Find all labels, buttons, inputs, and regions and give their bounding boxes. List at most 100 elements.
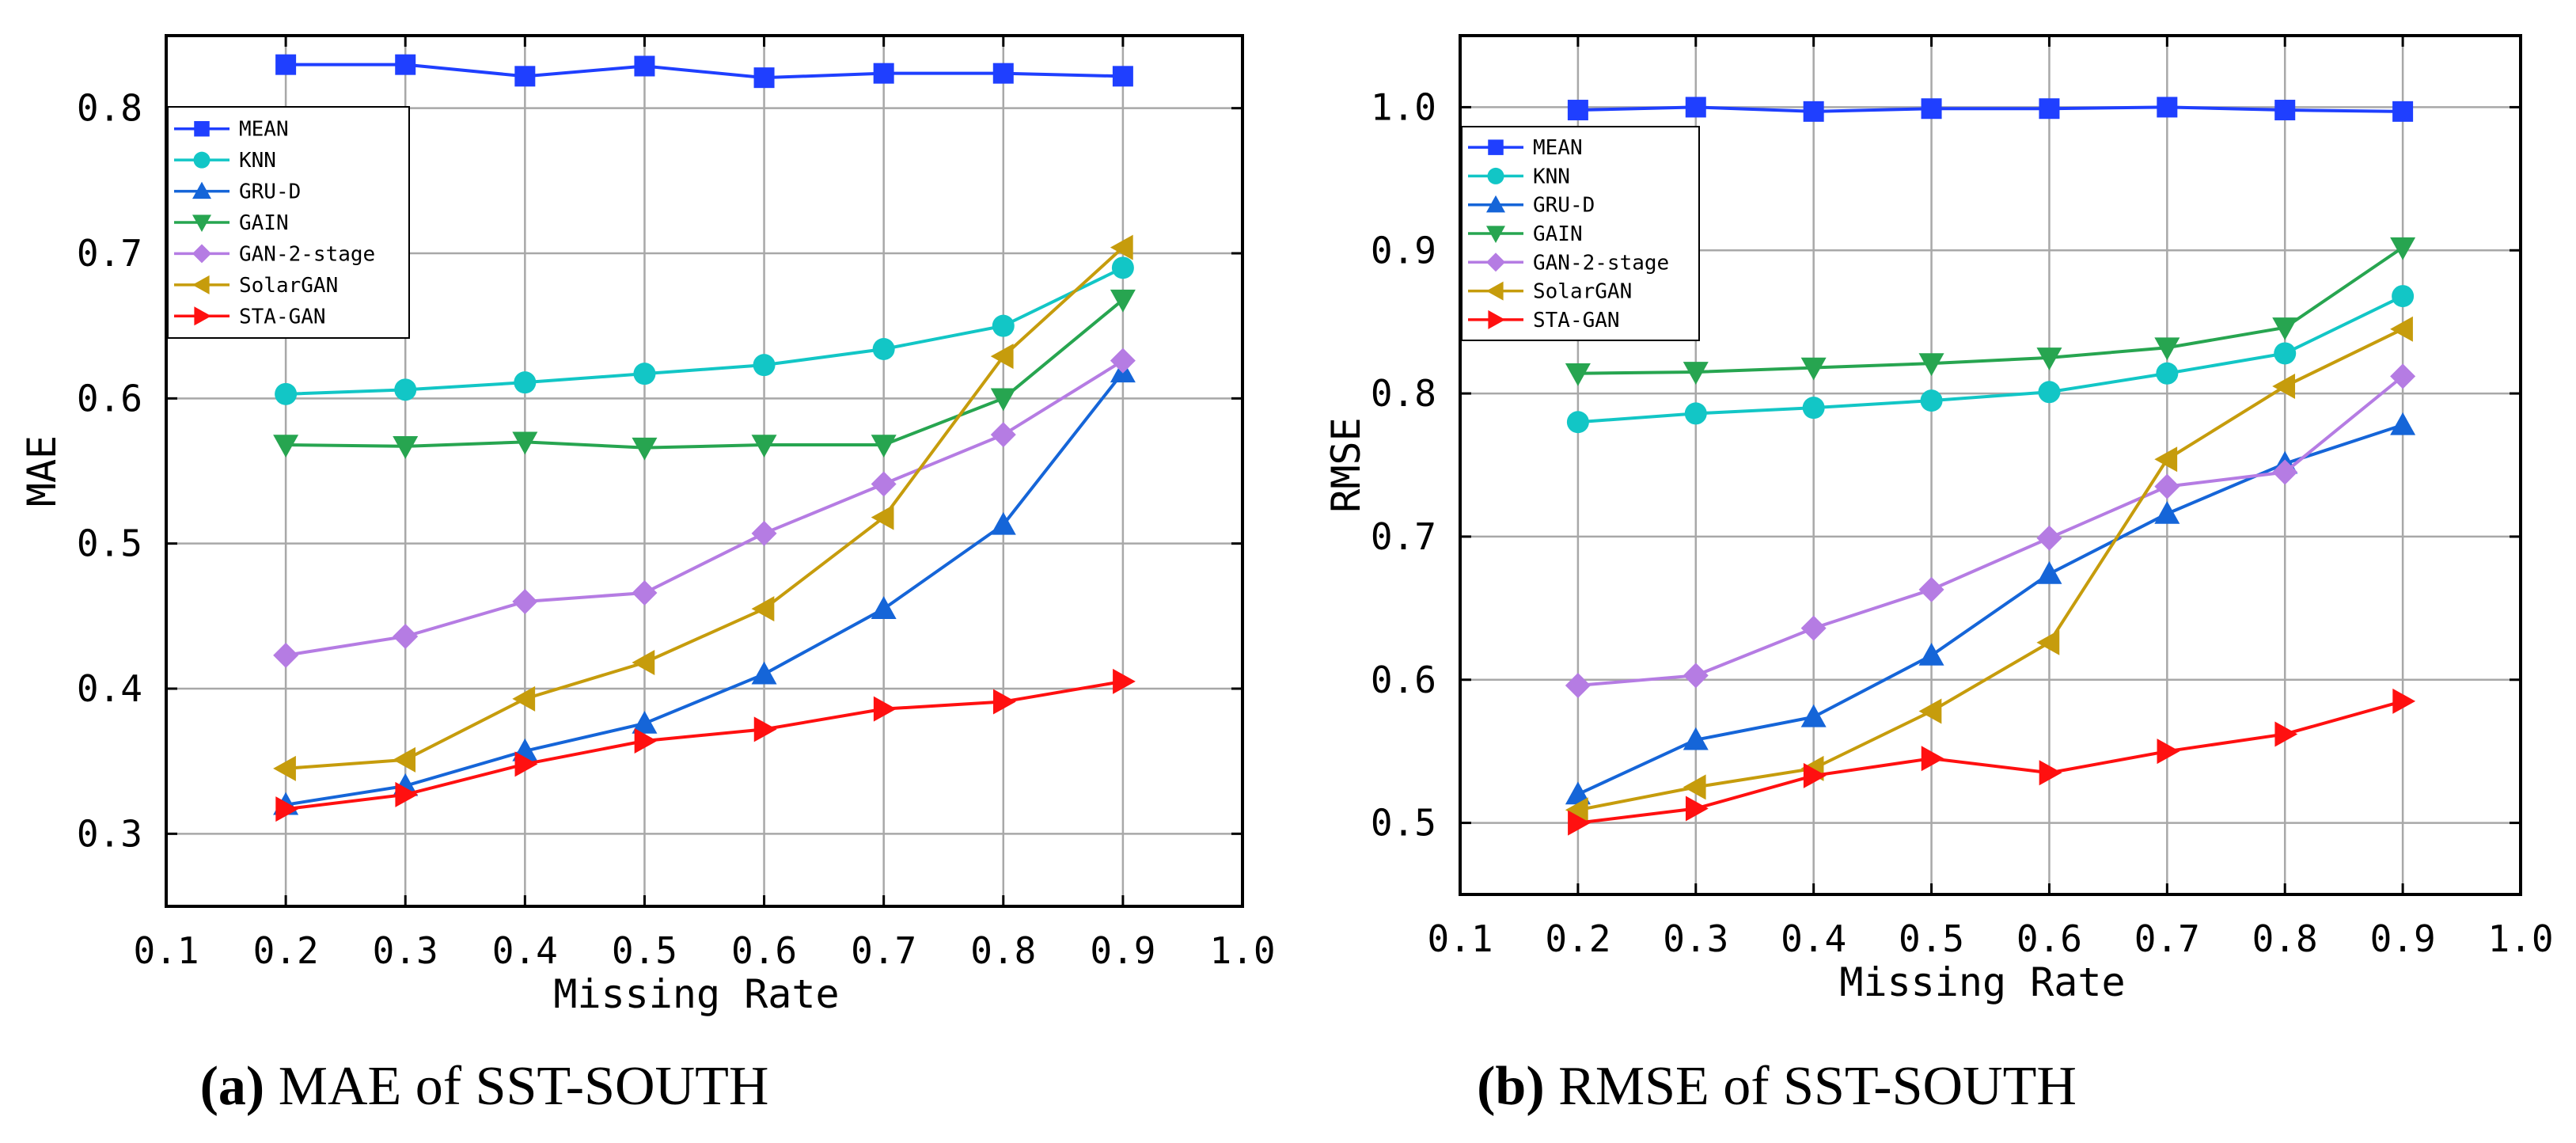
series-line-knn — [1577, 294, 2403, 424]
x-tick-label: 0.3 — [373, 929, 438, 972]
point-gan-2-stage — [2036, 525, 2062, 551]
point-gru-d — [1683, 727, 1709, 750]
point-mean — [2039, 98, 2060, 120]
series-line-sta-gan — [1577, 699, 2403, 825]
plot-frame — [1459, 34, 2522, 896]
point-gru-d — [1918, 643, 1944, 666]
point-gain — [2390, 237, 2416, 260]
point-gain — [2036, 347, 2062, 370]
point-knn — [1920, 389, 1943, 412]
y-axis: 0.5 0.6 0.7 0.8 0.9 1.0 — [1371, 85, 2521, 845]
legend-item-solargan: SolarGAN — [174, 274, 338, 298]
legend-item-mean: MEAN — [1468, 136, 1583, 160]
caption-b: (b) RMSE of SST-SOUTH — [1477, 1056, 2077, 1117]
point-gain — [1683, 362, 1709, 385]
point-gan-2-stage — [2390, 363, 2416, 389]
x-tick-label: 0.9 — [1090, 929, 1155, 972]
point-knn — [1684, 402, 1707, 425]
point-gan-2-stage — [2154, 473, 2180, 499]
series-line-gain — [1577, 245, 2404, 375]
series-line-gru-d — [1577, 423, 2403, 796]
legend-marker — [1488, 139, 1504, 155]
point-mean — [873, 63, 894, 84]
series-knn — [275, 256, 1134, 405]
point-gain — [393, 436, 419, 459]
point-mean — [1567, 100, 1588, 121]
y-tick-label: 0.5 — [1371, 802, 1436, 845]
point-gain — [512, 431, 538, 455]
point-solargan — [512, 685, 536, 712]
legend-label: SolarGAN — [1533, 280, 1632, 304]
point-gain — [632, 437, 658, 461]
series-gain — [1565, 237, 2416, 386]
point-knn — [992, 314, 1015, 337]
legend-marker — [1487, 167, 1504, 184]
point-solargan — [751, 596, 775, 622]
x-tick-label: 0.3 — [1663, 917, 1728, 960]
legend: MEAN KNN GRU-D GAIN GAN-2-stage SolarGAN STA-G… — [167, 106, 410, 339]
legend: MEAN KNN GRU-D GAIN GAN-2-stage SolarGAN STA-G… — [1461, 126, 1700, 341]
series-knn — [1566, 285, 2415, 434]
x-tick-label: 0.1 — [1427, 917, 1493, 960]
point-sta-gan — [275, 796, 299, 822]
point-gan-2-stage — [1918, 576, 1944, 602]
legend-marker — [1486, 226, 1505, 243]
point-gru-d — [871, 596, 897, 619]
point-knn — [1802, 397, 1825, 420]
point-mean — [753, 67, 775, 89]
point-sta-gan — [1685, 796, 1709, 822]
legend-item-gru-d: GRU-D — [174, 180, 301, 204]
legend-label: KNN — [1533, 165, 1570, 188]
x-axis: 0.1 0.2 0.3 0.4 0.5 0.6 0.7 0.8 0.9 1.0 — [133, 36, 1276, 972]
legend-marker — [194, 306, 211, 326]
series-line-gan-2-stage — [1577, 374, 2404, 687]
point-gru-d — [632, 711, 658, 734]
legend-marker — [1488, 309, 1505, 329]
point-sta-gan — [395, 781, 419, 807]
point-gan-2-stage — [1800, 615, 1827, 641]
legend-label: MEAN — [239, 118, 289, 142]
x-tick-label: 0.9 — [2370, 917, 2436, 960]
point-mean — [1685, 97, 1706, 118]
x-tick-label: 0.8 — [2252, 917, 2318, 960]
x-tick-label: 0.7 — [851, 929, 916, 972]
series-gru-d — [1565, 412, 2416, 805]
legend-label: STA-GAN — [239, 305, 326, 328]
series-gan-2-stage — [273, 347, 1136, 668]
series-gan-2-stage — [1565, 363, 2416, 698]
point-solargan — [393, 746, 416, 773]
x-tick-label: 0.4 — [492, 929, 558, 972]
y-tick-label: 0.7 — [77, 232, 142, 275]
legend-label: MEAN — [1533, 136, 1583, 160]
caption-b-letter: (b) — [1477, 1056, 1545, 1117]
point-gain — [2154, 337, 2180, 361]
x-axis-label: Missing Rate — [553, 971, 839, 1017]
point-gru-d — [1565, 781, 1591, 805]
legend-label: GRU-D — [1533, 194, 1595, 218]
x-tick-label: 0.8 — [970, 929, 1036, 972]
point-solargan — [2154, 446, 2178, 473]
series-sta-gan — [275, 668, 1136, 822]
point-sta-gan — [2392, 688, 2416, 714]
point-mean — [1921, 98, 1942, 120]
legend-label: GAN-2-stage — [1533, 251, 1669, 275]
point-gain — [2272, 317, 2298, 340]
legend-marker — [194, 120, 210, 137]
point-solargan — [1565, 797, 1588, 823]
x-tick-label: 0.5 — [1899, 917, 1964, 960]
series-line-mean — [286, 63, 1123, 80]
legend-label: STA-GAN — [1533, 309, 1620, 332]
point-gain — [1110, 289, 1136, 313]
gridlines — [166, 36, 1242, 906]
point-knn — [394, 378, 417, 401]
point-mean — [514, 66, 536, 87]
series-line-gan-2-stage — [285, 359, 1124, 657]
legend-marker — [192, 181, 211, 199]
y-tick-label: 0.7 — [1371, 515, 1436, 558]
legend-item-knn: KNN — [174, 149, 276, 173]
point-gan-2-stage — [871, 471, 897, 497]
point-gan-2-stage — [990, 422, 1016, 448]
legend-item-gan-2-stage: GAN-2-stage — [1468, 251, 1669, 275]
point-knn — [2156, 362, 2179, 385]
